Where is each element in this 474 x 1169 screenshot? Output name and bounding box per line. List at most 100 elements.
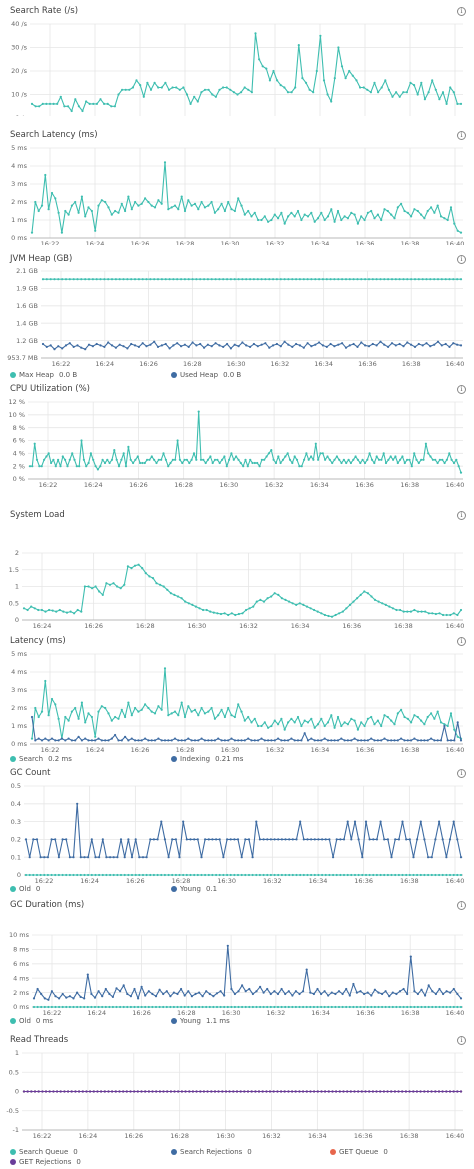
- data-point: [412, 873, 415, 877]
- legend-item-max-heap[interactable]: Max Heap 0.0 B: [10, 371, 77, 379]
- data-point: [153, 458, 156, 461]
- data-point: [368, 873, 371, 877]
- legend-item-old[interactable]: Old 0 ms: [10, 1017, 53, 1025]
- data-point: [233, 209, 236, 213]
- data-point: [453, 739, 456, 742]
- data-point: [373, 461, 376, 465]
- data-point: [291, 1090, 294, 1093]
- data-point: [47, 452, 50, 455]
- data-point: [420, 81, 423, 84]
- info-icon[interactable]: i: [457, 1036, 466, 1045]
- data-point: [203, 346, 206, 349]
- data-point: [54, 838, 57, 841]
- data-point: [122, 984, 125, 987]
- data-point: [247, 209, 250, 213]
- info-icon[interactable]: i: [457, 255, 466, 264]
- data-point: [264, 342, 267, 345]
- data-point: [302, 1090, 305, 1093]
- data-point: [245, 278, 248, 281]
- data-point: [269, 873, 272, 877]
- data-point: [237, 197, 240, 200]
- data-point: [169, 1090, 172, 1093]
- data-point: [33, 1090, 37, 1093]
- legend-item-used-heap[interactable]: Used Heap 0.0 B: [171, 371, 241, 379]
- data-point: [48, 608, 51, 612]
- data-point: [338, 1090, 341, 1093]
- legend-swatch: [171, 371, 177, 378]
- data-point: [360, 278, 363, 281]
- data-point: [45, 102, 48, 105]
- data-point: [404, 1090, 407, 1093]
- info-icon[interactable]: i: [457, 769, 466, 778]
- data-point: [70, 204, 73, 207]
- data-point: [127, 739, 130, 742]
- data-point: [425, 342, 428, 345]
- data-point: [380, 86, 383, 89]
- legend-item-old[interactable]: Old 0: [10, 885, 40, 893]
- data-point: [335, 838, 338, 841]
- legend-swatch: [10, 885, 16, 892]
- legend-item-search[interactable]: Search 0.2 ms: [10, 755, 72, 763]
- data-point: [85, 100, 88, 103]
- data-point: [244, 458, 247, 461]
- legend-item-get-queue[interactable]: GET Queue 0: [330, 1148, 388, 1156]
- legend-label: Search Rejections: [180, 1148, 243, 1156]
- legend-item-young[interactable]: Young 1.1 ms: [171, 1017, 230, 1025]
- data-point: [140, 1005, 143, 1009]
- legend-item-get-rejections[interactable]: GET Rejections 0: [10, 1158, 81, 1166]
- legend-item-search-rejections[interactable]: Search Rejections 0: [171, 1148, 252, 1156]
- legend-item-indexing[interactable]: Indexing 0.21 ms: [171, 755, 243, 763]
- series-line-main: [23, 564, 462, 618]
- data-point: [81, 1090, 84, 1093]
- data-point: [263, 721, 266, 724]
- data-point: [277, 838, 280, 841]
- y-tick-label: 0 ms: [11, 234, 28, 242]
- data-point: [48, 102, 52, 105]
- data-point: [173, 710, 177, 713]
- data-point: [402, 610, 405, 613]
- data-point: [215, 838, 218, 841]
- data-point: [197, 208, 200, 211]
- data-point: [160, 278, 163, 281]
- data-point: [144, 197, 147, 200]
- data-point: [309, 991, 312, 994]
- data-point: [247, 715, 250, 719]
- data-point: [67, 105, 70, 108]
- chart-panel-1: Search Rate (/s)i0 /s10 /s20 /s30 /s40 /…: [0, 6, 474, 116]
- info-icon[interactable]: i: [457, 637, 466, 646]
- info-icon[interactable]: i: [457, 385, 466, 394]
- data-point: [352, 1005, 355, 1009]
- chart-title: GC Duration (ms): [10, 900, 85, 910]
- data-point: [36, 987, 39, 991]
- legend-item-search-queue[interactable]: Search Queue 0: [10, 1148, 78, 1156]
- x-tick-label: 16:32: [267, 1009, 286, 1017]
- data-point: [386, 1090, 389, 1093]
- data-point: [160, 820, 163, 823]
- data-point: [167, 739, 170, 742]
- data-point: [124, 465, 128, 468]
- data-point: [65, 611, 69, 614]
- legend-label: Indexing: [180, 755, 211, 763]
- data-point: [116, 873, 119, 877]
- data-point: [74, 739, 77, 742]
- data-point: [190, 739, 193, 742]
- info-icon[interactable]: i: [457, 901, 466, 910]
- data-point: [245, 608, 248, 612]
- data-point: [287, 343, 290, 346]
- data-point: [72, 1005, 75, 1009]
- legend-item-young[interactable]: Young 0.1: [171, 885, 217, 893]
- data-point: [203, 278, 206, 281]
- data-point: [303, 719, 306, 722]
- data-point: [47, 739, 50, 742]
- x-tick-label: 16:26: [126, 877, 145, 885]
- data-point: [290, 737, 293, 740]
- data-point: [330, 739, 333, 742]
- data-point: [396, 712, 399, 715]
- info-icon[interactable]: i: [457, 7, 466, 16]
- data-point: [180, 278, 183, 281]
- info-icon[interactable]: i: [457, 131, 466, 140]
- data-point: [266, 838, 269, 841]
- info-icon[interactable]: i: [457, 511, 466, 520]
- y-tick-label: 0 ms: [11, 740, 28, 748]
- data-point: [78, 1090, 81, 1093]
